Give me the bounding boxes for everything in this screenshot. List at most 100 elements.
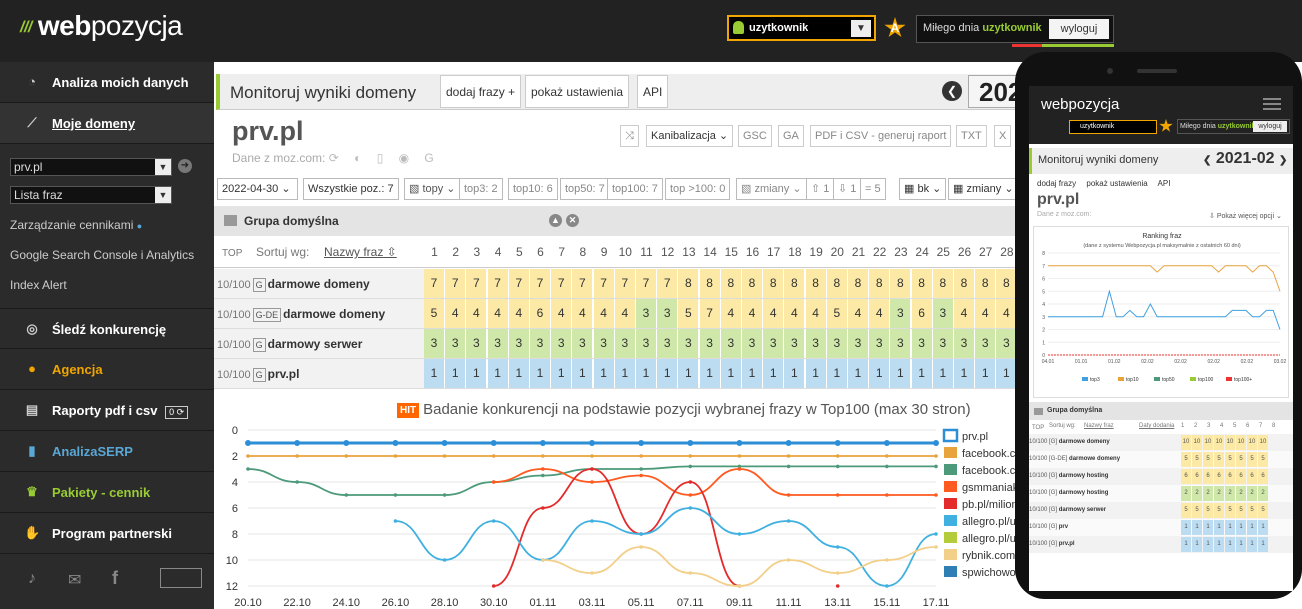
link-gsc[interactable]: Google Search Console i Analytics — [10, 248, 195, 262]
position-cell: 3 — [445, 329, 467, 358]
sidebar-item-raporty[interactable]: ▤ Raporty pdf i csv 0 ⟳ — [0, 390, 214, 431]
phone-table-row[interactable]: 10/100 [G-DE] darmowe domeny 5 5 5 5 5 5 5 5 — [1029, 451, 1293, 468]
top10-button[interactable]: top10: 6 — [508, 178, 558, 200]
phone-add-button[interactable]: dodaj frazy — [1037, 179, 1077, 188]
rank-star-badge[interactable]: A — [884, 17, 906, 38]
sort-row: TOP Sortuj wg: Nazwy fraz ⇳ 1 2 3 4 5 6 7 8 9 10 1… — [214, 238, 1020, 268]
phone-api-button[interactable]: API — [1157, 179, 1171, 188]
top100plus-button[interactable]: top >100: 0 — [665, 178, 731, 200]
camera-icon — [1107, 68, 1113, 74]
shuffle-icon[interactable]: ⤨ — [620, 125, 639, 147]
position-cell: 7 — [551, 269, 573, 298]
user-select[interactable]: uzytkownik ▼ — [727, 15, 876, 41]
y-tick-label: 0 — [232, 425, 238, 437]
x-tick-label: 20.10 — [234, 597, 262, 609]
zmiany2-label: zmiany — [966, 183, 1002, 195]
phone-legend-swatch — [1118, 377, 1124, 381]
sidebar-item-moje-domeny[interactable]: ⟋ Moje domeny — [0, 103, 214, 144]
down-button[interactable]: ⇩ 1 — [833, 178, 862, 200]
x-tick-label: 11.11 — [776, 597, 802, 609]
list-select[interactable]: Lista fraz ▼ — [10, 186, 172, 204]
phone-user-select[interactable]: uzytkownik — [1069, 120, 1157, 134]
phone-sort-name[interactable]: Nazwy fraz — [1084, 423, 1114, 429]
position-cell: 5 — [678, 299, 700, 328]
zmiany2-button[interactable]: ▦ zmiany ⌄ — [948, 178, 1019, 200]
top100-button[interactable]: top100: 7 — [607, 178, 663, 200]
data-point — [688, 493, 693, 497]
kanibalizacja-button[interactable]: Kanibalizacja ⌄ — [646, 125, 734, 147]
bk-button[interactable]: ▦ bk ⌄ — [899, 178, 947, 200]
phone-table-row[interactable]: 10/100 [G] darmowe domeny 10 10 10 10 10 10 10 1… — [1029, 434, 1293, 451]
date-select[interactable]: 2022-04-30 ⌄ — [217, 178, 298, 200]
phone-table-row[interactable]: 10/100 [G] prv.pl 1 1 1 1 1 1 1 1 — [1029, 536, 1293, 553]
phone-y-tick: 7 — [1042, 264, 1045, 270]
sort-by-name-link[interactable]: Nazwy fraz ⇳ — [324, 245, 397, 259]
pie-chart-icon: ◔ — [28, 74, 36, 89]
x-button[interactable]: X — [994, 125, 1012, 147]
sidebar-item-konkurencja[interactable]: ◎ Śledź konkurencję — [0, 308, 214, 349]
phone-table-row[interactable]: 10/100 [G] prv 1 1 1 1 1 1 1 1 — [1029, 519, 1293, 536]
gsc-button[interactable]: GSC — [738, 125, 772, 147]
bell-icon[interactable]: ♪ — [28, 570, 36, 587]
phone-position-cell: 1 — [1236, 520, 1246, 535]
data-point — [590, 467, 594, 471]
sidebar-item-partner[interactable]: ✋ Program partnerski — [0, 513, 214, 554]
sidebar-item-agencja[interactable]: ● Agencja — [0, 349, 214, 390]
up-button[interactable]: ⇧ 1 — [806, 178, 835, 200]
add-phrases-button[interactable]: dodaj frazy + — [440, 75, 522, 108]
phone-position-cell: 5 — [1225, 452, 1235, 467]
top3-button[interactable]: top3: 2 — [459, 178, 503, 200]
phone-position-cell: 5 — [1203, 452, 1213, 467]
mail-icon[interactable]: ✉ — [68, 572, 82, 589]
hamburger-menu-icon[interactable] — [1263, 98, 1281, 110]
logo[interactable]: /// webpozycja — [20, 10, 183, 42]
show-settings-button[interactable]: pokaż ustawienia — [525, 75, 630, 108]
topy-button[interactable]: ▧ topy ⌄ — [404, 178, 461, 200]
phone-group-header[interactable]: Grupa domyślna — [1029, 402, 1293, 420]
api-button[interactable]: API — [637, 75, 669, 108]
sidebar-item-analiza[interactable]: ◔ Analiza moich danych — [0, 62, 214, 103]
sidebar-item-analiza-serp[interactable]: ▮ AnalizaSERP — [0, 431, 214, 472]
phone-prev-icon[interactable]: ❮ — [1203, 155, 1212, 166]
zmiany-button[interactable]: ▧ zmiany ⌄ — [736, 178, 807, 200]
chevron-down-icon[interactable]: ▼ — [155, 187, 171, 203]
group-header[interactable]: Grupa domyślna ▲ ✕ — [214, 206, 1020, 236]
data-point — [934, 464, 938, 469]
facebook-icon[interactable]: f — [112, 568, 118, 588]
sidebar-item-pakiety[interactable]: ♛ Pakiety - cennik — [0, 472, 214, 513]
top50-button[interactable]: top50: 7 — [560, 178, 610, 200]
go-arrow-icon[interactable]: ➜ — [178, 159, 192, 173]
phone-table-row[interactable]: 10/100 [G] darmowy hosting 6 6 6 6 6 6 6 6 — [1029, 468, 1293, 485]
phone-logout-button[interactable]: wyloguj — [1253, 121, 1287, 132]
position-cell: 4 — [466, 299, 488, 328]
logout-button[interactable]: wyloguj — [1049, 19, 1109, 39]
phone-more-options[interactable]: ⇩ Pokaż więcej opcji ⌄ — [1209, 213, 1282, 220]
account-bar-green — [1042, 44, 1114, 47]
data-point — [442, 558, 447, 562]
prev-year-icon[interactable]: ❮ — [942, 81, 962, 101]
phone-settings-button[interactable]: pokaż ustawienia — [1086, 179, 1148, 188]
chevron-down-icon[interactable]: ▼ — [851, 20, 871, 37]
equal-button[interactable]: = 5 — [860, 178, 886, 200]
phone-next-icon[interactable]: ❯ — [1279, 155, 1288, 166]
close-icon[interactable]: ✕ — [566, 214, 579, 227]
all-positions-button[interactable]: Wszystkie poz.: 7 — [303, 178, 399, 200]
domain-select[interactable]: prv.pl ▼ — [10, 158, 172, 176]
link-index-alert[interactable]: Index Alert — [10, 278, 67, 292]
collapse-icon[interactable]: ▲ — [549, 214, 562, 227]
toggle-icon[interactable] — [160, 568, 202, 588]
pdf-csv-button[interactable]: PDF i CSV - generuj raport — [810, 125, 952, 147]
chevron-down-icon[interactable]: ▼ — [155, 159, 171, 175]
phone-logo[interactable]: webpozycja — [1041, 96, 1120, 113]
txt-button[interactable]: TXT — [956, 125, 987, 147]
phone-sort-date[interactable]: Daty dodania — [1139, 423, 1175, 429]
ga-button[interactable]: GA — [778, 125, 804, 147]
phone-table-row[interactable]: 10/100 [G] darmowy hosting 2 2 2 2 2 2 2 2 — [1029, 485, 1293, 502]
table-row[interactable]: 10/100 G-DE darmowe domeny — [214, 299, 424, 329]
row-divider — [214, 298, 1020, 299]
phone-table-row[interactable]: 10/100 [G] darmowy serwer 5 5 5 5 5 5 5 5 — [1029, 502, 1293, 519]
link-cenniki[interactable]: Zarządzanie cennikami ● — [0, 210, 214, 240]
